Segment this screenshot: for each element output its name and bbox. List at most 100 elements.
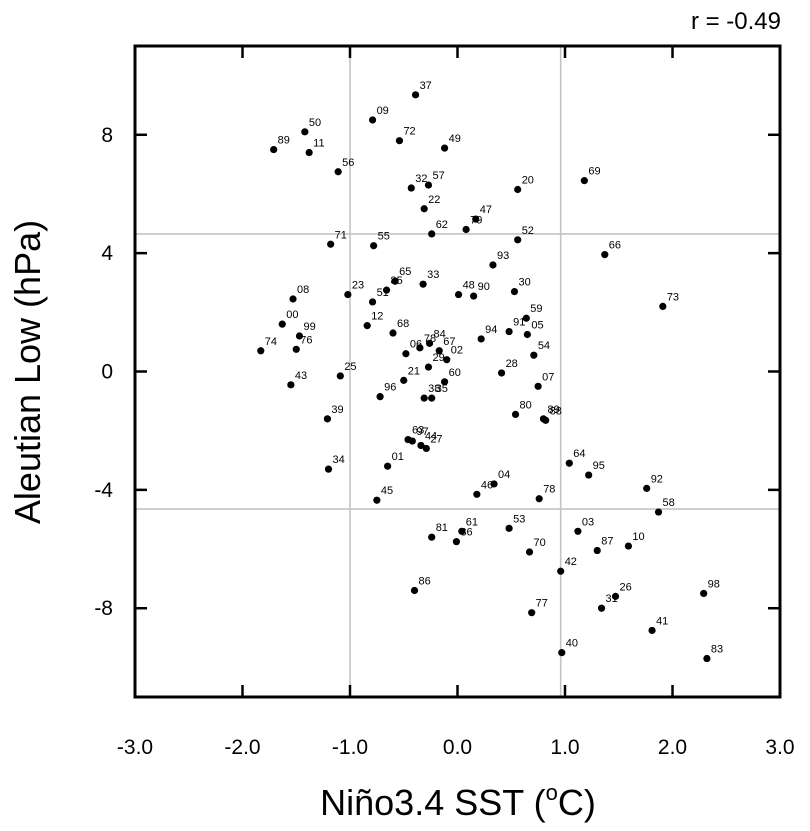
- data-point: [336, 372, 344, 380]
- data-point-label: 61: [466, 516, 478, 528]
- data-point: [323, 415, 332, 423]
- data-point-label: 33: [427, 269, 439, 281]
- data-point: [611, 592, 620, 600]
- data-point: [648, 626, 656, 635]
- data-point: [425, 339, 434, 347]
- data-point-label: 94: [485, 324, 497, 336]
- data-point: [654, 508, 663, 516]
- data-point-label: 68: [397, 318, 409, 330]
- data-point-label: 55: [378, 231, 390, 243]
- data-point-label: 04: [498, 469, 510, 481]
- data-point: [703, 654, 711, 663]
- data-point: [257, 347, 265, 355]
- data-point-label: 12: [371, 311, 383, 323]
- data-point: [344, 290, 352, 299]
- data-point-label: 32: [415, 173, 427, 185]
- data-point-label: 50: [309, 117, 321, 129]
- data-point-label: 77: [536, 598, 548, 610]
- data-point: [389, 329, 397, 337]
- data-point: [278, 320, 286, 328]
- data-point: [334, 168, 342, 176]
- data-point: [574, 527, 582, 535]
- data-point-label: 53: [513, 513, 525, 525]
- x-tick-label: 2.0: [658, 736, 687, 759]
- x-axis-title: Niño3.4 SST (oC): [320, 780, 596, 823]
- data-point-label: 60: [449, 367, 461, 379]
- data-point-label: 62: [436, 219, 448, 231]
- data-point-label: 40: [566, 638, 578, 650]
- x-tick-label: 1.0: [550, 736, 579, 759]
- data-point-label: 11: [313, 138, 324, 150]
- data-point: [557, 567, 565, 575]
- y-tick-labels: -8 -4 0 4 8: [94, 124, 113, 620]
- data-point: [597, 604, 606, 612]
- data-point-label: 87: [601, 536, 613, 548]
- data-point-label: 89: [548, 404, 560, 416]
- data-point-label: 30: [518, 277, 530, 289]
- data-point: [514, 185, 522, 194]
- data-point-label: 27: [430, 433, 442, 445]
- data-point-label: 07: [542, 371, 554, 383]
- y-axis-ticks: [135, 133, 780, 610]
- data-point: [489, 261, 497, 269]
- data-point: [441, 378, 449, 386]
- data-point-label: 95: [593, 460, 605, 472]
- data-point: [420, 394, 428, 402]
- data-point: [535, 495, 543, 503]
- data-point: [376, 393, 384, 401]
- data-point: [382, 286, 391, 294]
- data-point: [327, 240, 335, 248]
- data-point-label: 56: [342, 157, 354, 169]
- data-point-label: 22: [428, 194, 440, 206]
- data-point-label: 23: [352, 280, 364, 292]
- data-point-label: 99: [303, 321, 315, 333]
- data-point: [565, 459, 573, 467]
- data-point-label: 20: [522, 175, 534, 187]
- data-point-label: 21: [408, 365, 420, 377]
- data-point-label: 47: [480, 204, 492, 216]
- data-point: [289, 295, 297, 303]
- data-point: [402, 350, 410, 358]
- data-point: [373, 496, 381, 504]
- data-point-label: 79: [470, 214, 482, 226]
- x-tick-label: 3.0: [765, 736, 794, 759]
- data-point-label: 45: [381, 485, 393, 497]
- data-point: [659, 302, 667, 310]
- data-point: [424, 181, 433, 189]
- data-point-label: 69: [588, 166, 600, 178]
- data-point: [417, 441, 425, 450]
- data-point: [593, 546, 601, 555]
- data-point-label: 51: [377, 287, 389, 299]
- data-point-label: 43: [295, 370, 307, 382]
- data-point-label: 67: [443, 336, 455, 348]
- data-point-label: 78: [424, 333, 436, 345]
- y-tick-label: -8: [94, 597, 113, 620]
- gridlines: [135, 46, 780, 697]
- data-point-label: 83: [711, 644, 723, 656]
- data-point-label: 85: [391, 275, 403, 287]
- data-point-label: 49: [449, 133, 461, 145]
- data-point-label: 26: [620, 581, 632, 593]
- data-point: [454, 290, 463, 299]
- data-point-label: 98: [708, 578, 720, 590]
- x-tick-label: -2.0: [224, 736, 260, 759]
- data-point-label: 37: [420, 80, 432, 92]
- data-point-label: 38: [428, 383, 440, 395]
- data-point-label: 90: [478, 281, 490, 293]
- data-point-label: 70: [534, 537, 546, 549]
- data-point-label: 96: [384, 382, 396, 394]
- data-point: [422, 444, 430, 453]
- data-point-label: 74: [265, 336, 277, 348]
- data-point: [295, 332, 304, 340]
- data-point-label: 35: [436, 383, 448, 395]
- data-point-label: 39: [331, 404, 343, 416]
- data-point-label: 72: [403, 126, 415, 138]
- data-point-label: 02: [451, 345, 463, 357]
- data-point-label: 65: [399, 266, 411, 278]
- x-tick-label: -3.0: [117, 736, 153, 759]
- data-point: [477, 335, 485, 343]
- data-point: [542, 416, 550, 424]
- data-point: [458, 527, 466, 535]
- data-point-label: 66: [609, 240, 621, 252]
- data-point-label: 63: [412, 425, 424, 437]
